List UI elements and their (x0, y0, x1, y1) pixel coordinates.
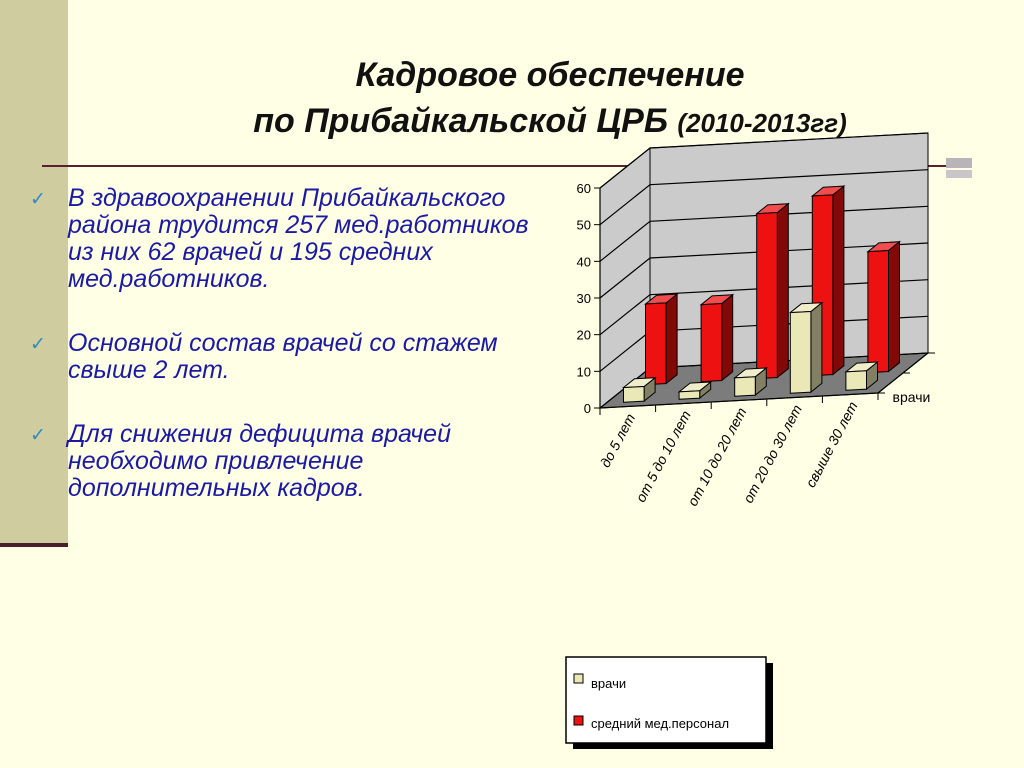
bar-side (776, 202, 789, 379)
chart-axes (594, 187, 935, 415)
bar-front (756, 211, 778, 380)
checkmark-icon: ✓ (30, 425, 46, 446)
gridline (599, 132, 929, 189)
bar-side (888, 240, 900, 373)
bar-front (645, 302, 667, 386)
x-axis-line (599, 392, 879, 409)
x-tick-label: до 5 лет (597, 411, 639, 470)
bar-front (845, 370, 867, 391)
bullet-item: ✓ Для снижения дефицита врачей необходим… (30, 421, 530, 502)
bar-side (721, 293, 734, 382)
bar-doctors (677, 380, 713, 400)
bullet-text: Для снижения дефицита врачей необходимо … (68, 420, 451, 502)
y-tick-label: 0 (584, 401, 591, 416)
gridline (599, 169, 929, 226)
legend-label-nurses: средний мед.персонал (591, 716, 729, 731)
bullet-item: ✓ В здравоохранении Прибайкальского райо… (30, 185, 530, 293)
bar-doctors (788, 301, 824, 394)
legend-box (565, 656, 767, 744)
title-divider (42, 165, 946, 167)
title-line-2-text: по Прибайкальской ЦРБ (253, 102, 668, 140)
bar-front (700, 302, 723, 383)
bullet-list: ✓ В здравоохранении Прибайкальского райо… (30, 185, 530, 539)
bar-doctors (621, 376, 657, 403)
bar-front (623, 385, 645, 403)
bar-doctors (733, 366, 768, 397)
bullet-item: ✓ Основной состав врачей со стажем свыше… (30, 330, 530, 384)
bar-nurses (643, 293, 679, 386)
legend-swatch-nurses (573, 715, 584, 726)
title-years: (2010-2013гг) (677, 108, 847, 138)
bar-front (678, 390, 701, 400)
title-line-1: Кадровое обеспечение (355, 56, 745, 94)
legend-label-doctors: врачи (591, 676, 626, 691)
bar-front (867, 249, 889, 374)
y-tick-label: 40 (577, 254, 591, 269)
x-tick-label: от 20 до 30 лет (740, 402, 805, 506)
x-tick-label: от 5 до 10 лет (632, 408, 694, 505)
divider-accent (946, 158, 972, 168)
bar-side (810, 301, 823, 394)
bullet-text: В здравоохранении Прибайкальского района… (68, 184, 529, 293)
bar-side (665, 293, 678, 385)
bar-side (832, 185, 845, 376)
x-tick-label: от 10 до 20 лет (684, 405, 749, 509)
bar-front (789, 310, 812, 394)
bar-nurses (866, 240, 902, 374)
divider-accent (946, 170, 972, 178)
y-tick-label: 10 (577, 364, 591, 379)
left-decor-stripe (0, 0, 68, 545)
title-line-2: по Прибайкальской ЦРБ (2010-2013гг) (120, 98, 980, 146)
bar-front (734, 376, 756, 397)
checkmark-icon: ✓ (30, 334, 46, 355)
chart-legend: врачи средний мед.персонал (565, 656, 773, 749)
y-tick-label: 30 (577, 291, 591, 306)
x-tick-label: свыше 30 лет (802, 399, 861, 490)
bar-nurses (755, 202, 790, 380)
legend-swatch-doctors (573, 673, 584, 684)
y-tick-label: 50 (577, 218, 591, 233)
bar-nurses (699, 293, 735, 383)
slide-title: Кадровое обеспечение по Прибайкальской Ц… (120, 52, 980, 146)
y-tick-label: 60 (577, 181, 591, 196)
chart-bars (621, 185, 902, 403)
bar-doctors (844, 360, 880, 391)
depth-axis-label: врачи (893, 389, 931, 405)
checkmark-icon: ✓ (30, 189, 46, 210)
y-tick-label: 20 (577, 328, 591, 343)
bullet-text: Основной состав врачей со стажем свыше 2… (68, 329, 498, 384)
left-decor-line (0, 543, 68, 547)
